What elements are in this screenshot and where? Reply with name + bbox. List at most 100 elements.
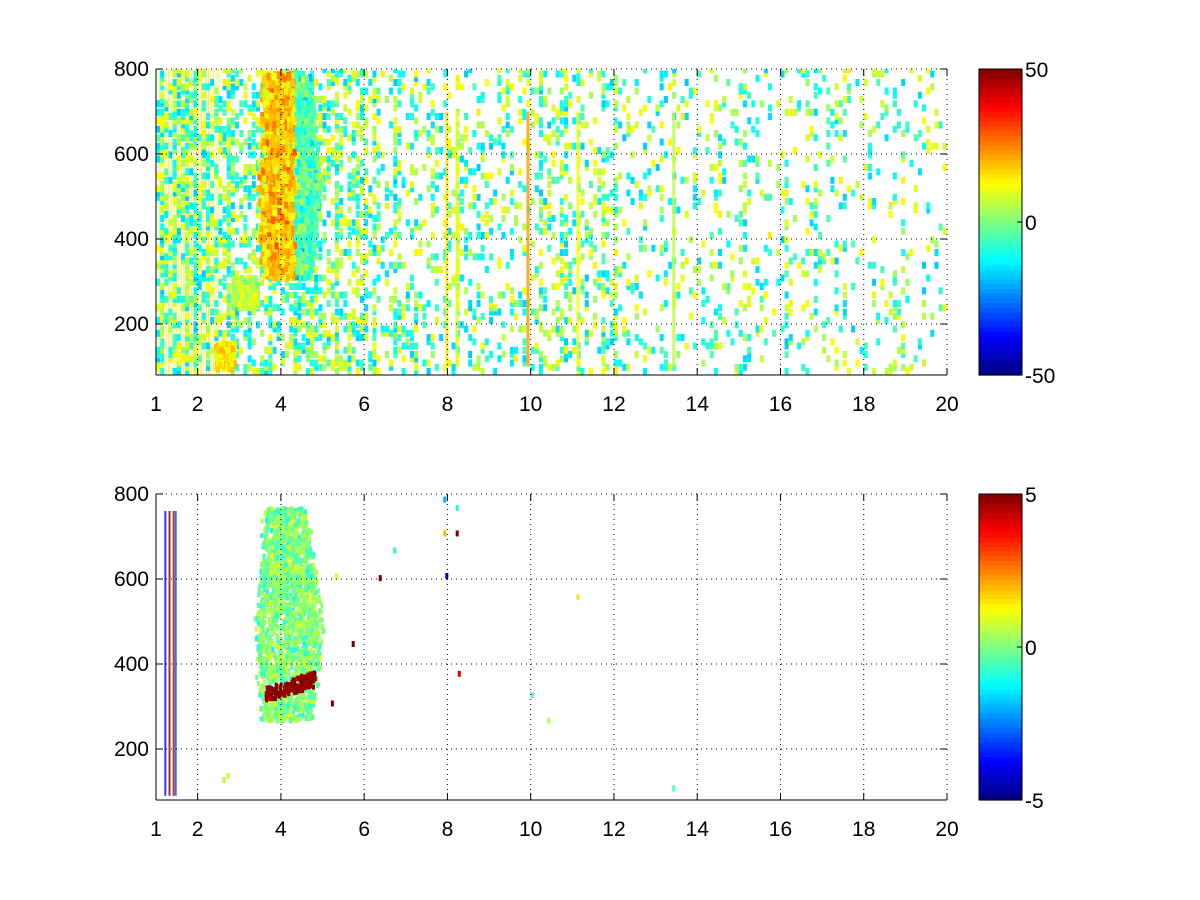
heatmap-cell xyxy=(268,359,273,367)
heatmap-cell xyxy=(726,287,731,295)
heatmap-cell xyxy=(647,121,652,129)
heatmap-cell xyxy=(397,125,402,133)
heatmap-cell xyxy=(505,176,510,184)
heatmap-cell xyxy=(539,227,543,235)
heatmap-cell xyxy=(493,304,498,312)
heatmap-cell xyxy=(226,308,231,316)
heatmap-cell xyxy=(168,130,173,137)
heatmap-cell xyxy=(393,69,398,74)
heatmap-cell xyxy=(335,202,339,210)
heatmap-cell xyxy=(743,100,747,108)
heatmap-cell xyxy=(705,134,710,142)
heatmap-cell xyxy=(613,181,618,188)
heatmap-cell xyxy=(261,81,266,89)
heatmap-cell xyxy=(330,134,335,142)
heatmap-cell xyxy=(609,206,614,214)
heatmap-cell xyxy=(268,295,273,303)
heatmap-cell xyxy=(355,164,360,171)
heatmap-cell xyxy=(480,121,485,129)
heatmap-cell xyxy=(185,219,190,227)
heatmap-cell xyxy=(580,79,585,86)
heatmap-cell xyxy=(476,108,481,116)
heatmap-cell xyxy=(255,164,260,171)
heatmap-cell xyxy=(189,113,194,120)
heatmap-cell xyxy=(210,181,215,188)
heatmap-cell xyxy=(601,355,606,363)
heatmap-cell xyxy=(214,300,219,307)
heatmap-cell xyxy=(181,295,185,303)
heatmap-cell xyxy=(718,151,722,159)
heatmap-cell xyxy=(393,138,398,146)
heatmap-cell xyxy=(274,133,279,141)
heatmap-cell xyxy=(364,257,369,265)
heatmap-cell xyxy=(230,138,235,146)
heatmap-cell xyxy=(430,202,435,210)
heatmap-cell xyxy=(484,202,489,210)
heatmap-cell xyxy=(476,355,481,363)
heatmap-cell xyxy=(593,193,598,201)
heatmap-cell xyxy=(422,321,427,329)
heatmap-cell xyxy=(206,270,210,278)
heatmap-cell xyxy=(559,346,564,354)
heatmap-cell xyxy=(172,223,177,231)
heatmap-cell xyxy=(817,151,822,159)
heatmap-cell xyxy=(351,193,356,201)
heatmap-cell xyxy=(497,79,502,86)
heatmap-cell xyxy=(680,274,685,282)
heatmap-cell xyxy=(842,359,847,367)
heatmap-cell xyxy=(360,257,364,265)
heatmap-cell xyxy=(589,249,593,256)
heatmap-cell xyxy=(589,91,593,99)
heatmap-cell xyxy=(788,334,793,341)
heatmap-cell xyxy=(172,215,177,222)
heatmap-cell xyxy=(189,134,194,142)
heatmap-cell xyxy=(626,283,631,290)
heatmap-cell xyxy=(264,368,269,375)
heatmap-cell xyxy=(410,142,414,150)
heatmap-cell xyxy=(239,236,244,244)
heatmap-cell xyxy=(613,351,618,358)
heatmap-cell xyxy=(389,363,394,371)
heatmap-cell xyxy=(601,240,606,248)
heatmap-cell xyxy=(543,96,548,103)
heatmap-cell xyxy=(539,83,543,91)
heatmap-cell xyxy=(235,317,240,324)
heatmap-cell xyxy=(768,193,772,201)
heatmap-cell xyxy=(393,329,398,337)
heatmap-cell xyxy=(410,355,414,363)
heatmap-cell xyxy=(922,117,926,125)
heatmap-cell xyxy=(693,185,697,193)
heatmap-cell xyxy=(160,172,165,180)
heatmap-cell xyxy=(262,223,267,231)
heatmap-cell xyxy=(834,304,839,312)
heatmap-cell xyxy=(293,304,298,312)
heatmap-cell xyxy=(784,304,789,312)
heatmap-cell xyxy=(464,181,469,188)
heatmap-cell xyxy=(759,355,764,363)
heatmap-cell xyxy=(172,189,177,197)
heatmap-cell xyxy=(261,203,266,211)
heatmap-cell xyxy=(414,168,419,176)
heatmap-cell xyxy=(847,368,852,375)
heatmap-cell xyxy=(376,355,381,363)
heatmap-cell xyxy=(164,317,169,324)
heatmap-cell xyxy=(189,117,194,125)
heatmap-cell xyxy=(817,257,822,265)
heatmap-cell xyxy=(243,83,248,91)
heatmap-cell xyxy=(405,295,410,303)
heatmap-cell xyxy=(539,87,543,95)
heatmap-cell xyxy=(509,227,514,235)
heatmap-cell xyxy=(401,312,406,320)
heatmap-cell xyxy=(172,172,177,180)
heatmap-cell xyxy=(434,172,439,180)
heatmap-cell xyxy=(368,189,373,197)
heatmap-cell xyxy=(351,355,356,363)
heatmap-cell xyxy=(364,312,369,320)
heatmap-cell xyxy=(589,368,593,375)
heatmap-cell xyxy=(755,266,760,273)
heatmap-cell xyxy=(559,130,564,137)
heatmap-cell xyxy=(468,359,473,367)
heatmap-cell xyxy=(376,151,381,159)
heatmap-cell xyxy=(551,215,556,222)
heatmap-cell xyxy=(930,70,935,78)
